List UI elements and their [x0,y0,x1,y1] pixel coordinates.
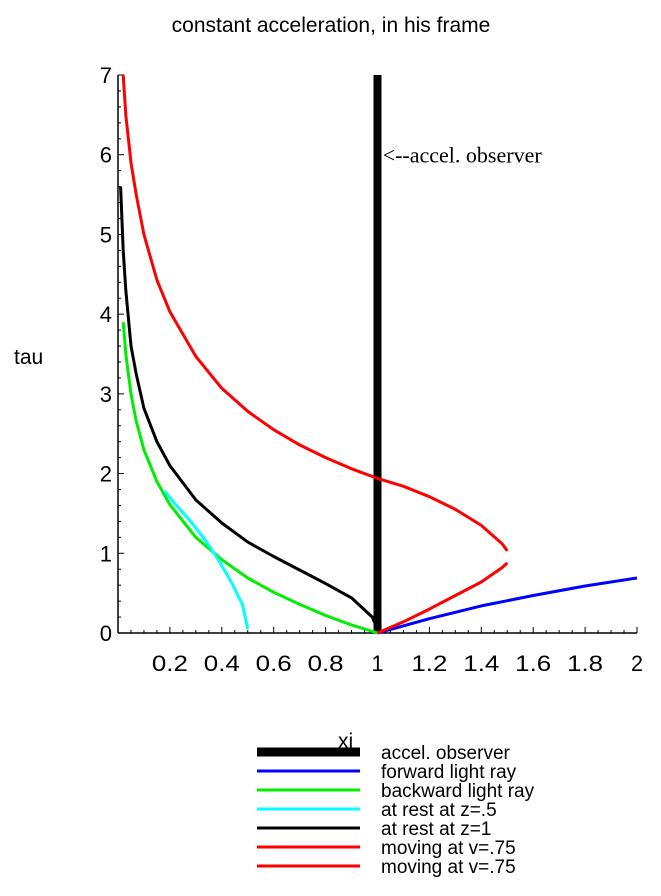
x-tick-label: 1.2 [411,651,447,676]
series-line-2 [377,576,638,635]
legend-label: at rest at z=.5 [381,800,497,821]
series-line-5 [119,186,379,630]
x-axis-label: xi [338,730,353,753]
y-tick-label: 6 [100,143,112,168]
legend-label: moving at v=.75 [381,838,516,859]
legend-label: forward light ray [381,762,517,783]
series-line-7 [121,74,509,552]
x-tick-label: 0.2 [152,651,188,676]
accel-observer-annotation: <--accel. observer [383,143,543,168]
series-line-3 [121,321,378,635]
legend-label: at rest at z=1 [381,819,491,840]
legend-label: accel. observer [381,743,511,764]
chart-title: constant acceleration, in his frame [172,14,491,37]
x-tick-label: 1.8 [567,651,603,676]
x-tick-label: 1 [372,651,384,676]
x-tick-label: 0.4 [204,651,240,676]
x-tick-label: 1.4 [463,651,499,676]
tick-labels: 0.2 0.4 0.6 0.8 1 1.2 1.4 1.6 1.8 2 0 1 2 3 4 5 6 7 [100,63,643,676]
y-tick-label: 4 [100,302,112,327]
y-tick-label: 0 [100,621,112,646]
y-tick-label: 1 [100,541,112,566]
series-line-6 [376,561,509,635]
x-tick-label: 2 [631,651,643,676]
legend-label: moving at v=.75 [381,857,516,878]
y-tick-label: 3 [100,382,112,407]
x-tick-label: 0.6 [256,651,292,676]
x-tick-label: 1.6 [515,651,551,676]
x-tick-label: 0.8 [308,651,344,676]
y-tick-label: 2 [100,462,112,487]
series-line-4 [163,490,250,630]
plot-series [119,74,638,635]
y-tick-label: 5 [100,222,112,247]
legend-label: backward light ray [381,781,535,802]
y-axis-label: tau [14,346,43,369]
y-tick-label: 7 [100,63,112,88]
